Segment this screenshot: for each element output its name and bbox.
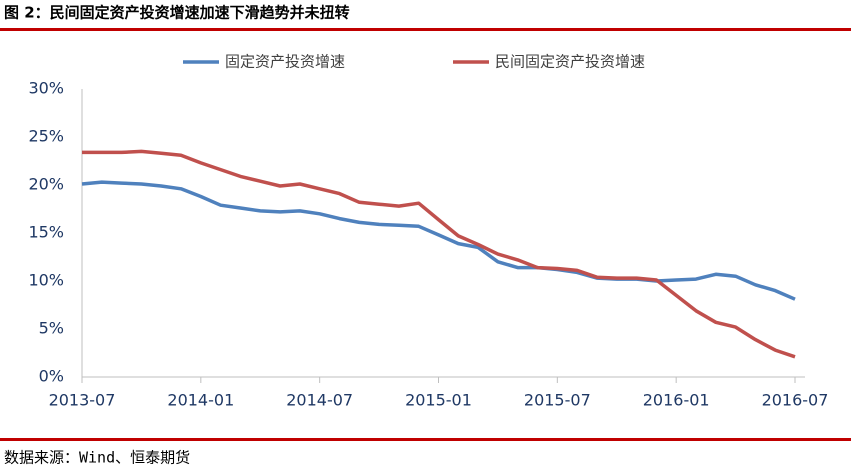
x-tick-label: 2014-01	[167, 391, 234, 410]
x-tick-label: 2015-07	[524, 391, 591, 410]
legend-label: 固定资产投资增速	[225, 53, 345, 71]
y-tick-label: 5%	[39, 319, 64, 338]
legend-label: 民间固定资产投资增速	[495, 53, 645, 71]
source-note: 数据来源：Wind、恒泰期货	[4, 449, 190, 467]
title-rule	[0, 28, 851, 31]
y-tick-label: 10%	[28, 271, 64, 290]
y-tick-label: 0%	[39, 367, 64, 386]
y-tick-label: 25%	[28, 127, 64, 146]
x-tick-label: 2015-01	[405, 391, 472, 410]
x-tick-label: 2016-01	[643, 391, 710, 410]
footer-rule	[0, 438, 851, 441]
x-tick-label: 2014-07	[286, 391, 353, 410]
x-tick-label: 2013-07	[49, 391, 116, 410]
y-tick-label: 30%	[28, 79, 64, 98]
chart-title: 图 2：民间固定资产投资增速加速下滑趋势并未扭转	[4, 4, 350, 22]
y-tick-label: 15%	[28, 223, 64, 242]
series-line	[81, 180, 796, 301]
x-tick-label: 2016-07	[762, 391, 829, 410]
y-tick-label: 20%	[28, 175, 64, 194]
series-line	[82, 149, 796, 359]
